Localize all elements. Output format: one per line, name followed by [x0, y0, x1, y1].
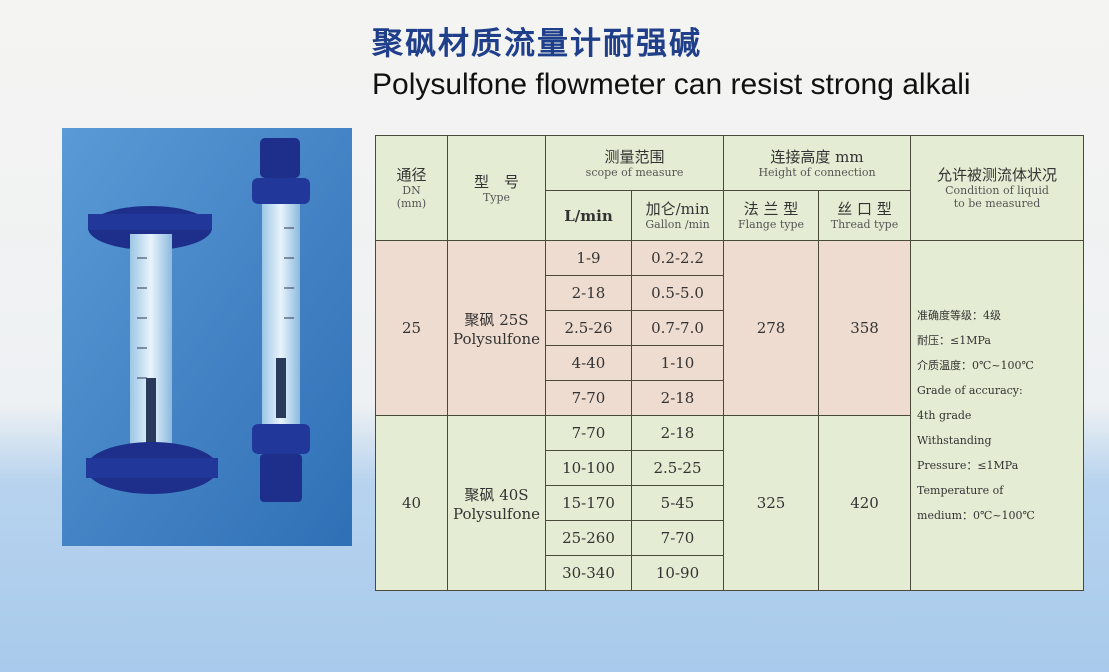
- cell-line: Thread type: [830, 218, 899, 231]
- header-cell: 连接高度 mm Height of connection: [723, 135, 912, 191]
- gpm-cell: 0.5-5.0: [630, 275, 725, 311]
- cell-line: Condition of liquid: [945, 184, 1049, 197]
- cell-line: 通径: [396, 166, 427, 184]
- thread-cell: 420: [818, 415, 912, 591]
- condition-cell: 准确度等级：4级 耐压：≤1MPa 介质温度：0℃~100℃ Grade of acc…: [910, 240, 1085, 591]
- cell-line: 聚砜 25S: [464, 310, 529, 329]
- lpm-cell: 7-70: [545, 415, 632, 451]
- gpm-cell: 0.2-2.2: [630, 240, 725, 276]
- header-cell: 加仑/min Gallon /min: [630, 190, 725, 241]
- title: 聚砜材质流量计耐强碱: [372, 26, 702, 62]
- lpm-cell: 2-18: [545, 275, 632, 311]
- cell-line: DN: [402, 184, 421, 197]
- gpm-cell: 0.7-7.0: [630, 310, 725, 346]
- data-row: 25-260 7-70: [376, 520, 1084, 556]
- cell-line: 测量范围: [604, 147, 665, 166]
- data-row: 2.5-26 0.7-7.0: [376, 310, 1084, 346]
- cell-line: 允许被测流体状况: [937, 166, 1058, 184]
- lpm-cell: 15-170: [545, 485, 632, 521]
- gpm-cell: 5-45: [630, 485, 725, 521]
- data-row: 40 聚砜 40S Polysulfone 7-70 2-18 325 420: [375, 415, 1084, 591]
- dn-cell: 25: [375, 240, 448, 416]
- product-photo: [62, 128, 352, 546]
- data-row: 15-170 5-45: [376, 485, 1084, 521]
- gpm-cell: 7-70: [630, 520, 725, 556]
- cell-line: Height of connection: [758, 165, 876, 179]
- lpm-cell: 30-340: [545, 555, 632, 591]
- gpm-cell: 2.5-25: [630, 450, 725, 486]
- cell-line: 介质温度：0℃~100℃: [917, 359, 1034, 372]
- cell-line: (mm): [396, 197, 427, 210]
- cell-line: Gallon /min: [645, 218, 710, 231]
- lpm-cell: 25-260: [545, 520, 632, 556]
- cell-line: Flange type: [738, 218, 805, 231]
- header-cell: 允许被测流体状况 Condition of liquid to be measure…: [910, 135, 1085, 241]
- thread-cell: 358: [818, 240, 912, 416]
- type-cell: 聚砜 25S Polysulfone: [447, 240, 546, 416]
- spec-table: 通径 DN (mm) 型 号 Type 测量范围 scope of measure 连接高度 …: [375, 135, 1085, 591]
- header-cell: 法 兰 型 Flange type: [723, 190, 820, 241]
- cell-line: Pressure：≤1MPa: [917, 459, 1019, 472]
- flange-cell: 325: [723, 415, 820, 591]
- header-cell: 丝 口 型 Thread type: [818, 190, 912, 241]
- cell-line: 连接高度 mm: [770, 147, 864, 166]
- lpm-cell: 1-9: [545, 240, 632, 276]
- data-row: 25 聚砜 25S Polysulfone 1-9 0.2-2.2 278 358 准确度等级…: [375, 240, 1085, 591]
- cell-line: 法 兰 型: [743, 200, 799, 218]
- cell-line: to be measured: [953, 197, 1041, 210]
- lpm-cell: 4-40: [545, 345, 632, 381]
- cell-line: 加仑/min: [645, 200, 710, 218]
- cell-line: 型 号: [473, 172, 519, 191]
- header-row: L/min 加仑/min Gallon /min 法 兰 型 Flange type 丝 …: [376, 190, 1084, 241]
- cell-line: Temperature of: [917, 484, 1004, 497]
- cell-line: 准确度等级：4级: [917, 309, 1002, 322]
- cell-line: 耐压：≤1MPa: [917, 334, 991, 347]
- data-row: 10-100 2.5-25: [376, 450, 1084, 486]
- cell-line: 丝 口 型: [837, 200, 892, 218]
- cell-line: Type: [482, 190, 511, 204]
- flange-cell: 278: [723, 240, 820, 416]
- header-cell: 测量范围 scope of measure: [544, 135, 725, 191]
- lpm-cell: 10-100: [545, 450, 632, 486]
- cell-line: Polysulfone: [452, 329, 541, 348]
- data-row: 7-70 2-18: [376, 380, 1084, 416]
- lpm-cell: 7-70: [545, 380, 632, 416]
- type-cell: 聚砜 40S Polysulfone: [447, 415, 546, 591]
- header-cell: L/min: [545, 190, 632, 241]
- cell-line: L/min: [564, 206, 613, 225]
- cell-line: medium：0℃~100℃: [917, 509, 1035, 522]
- lpm-cell: 2.5-26: [545, 310, 632, 346]
- cell-line: 4th grade: [917, 409, 972, 422]
- gpm-cell: 2-18: [630, 415, 725, 451]
- data-row: 2-18 0.5-5.0: [376, 275, 1084, 311]
- cell-line: 聚砜 40S: [464, 485, 529, 504]
- header-cell: 通径 DN (mm): [375, 135, 448, 241]
- data-row: 4-40 1-10: [376, 345, 1084, 381]
- cell-line: Withstanding: [917, 434, 992, 447]
- cell-line: Polysulfone: [452, 504, 541, 523]
- gpm-cell: 2-18: [630, 380, 725, 416]
- gpm-cell: 1-10: [630, 345, 725, 381]
- header-row: 通径 DN (mm) 型 号 Type 测量范围 scope of measure 连接高度 …: [375, 135, 1085, 241]
- cell-line: scope of measure: [585, 165, 684, 179]
- header-cell: 型 号 Type: [447, 135, 546, 241]
- cell-line: Grade of accuracy:: [917, 384, 1023, 397]
- gpm-cell: 10-90: [630, 555, 725, 591]
- data-row: 30-340 10-90: [376, 555, 1084, 591]
- subtitle: Polysulfone flowmeter can resist strong …: [372, 68, 971, 101]
- dn-cell: 40: [375, 415, 448, 591]
